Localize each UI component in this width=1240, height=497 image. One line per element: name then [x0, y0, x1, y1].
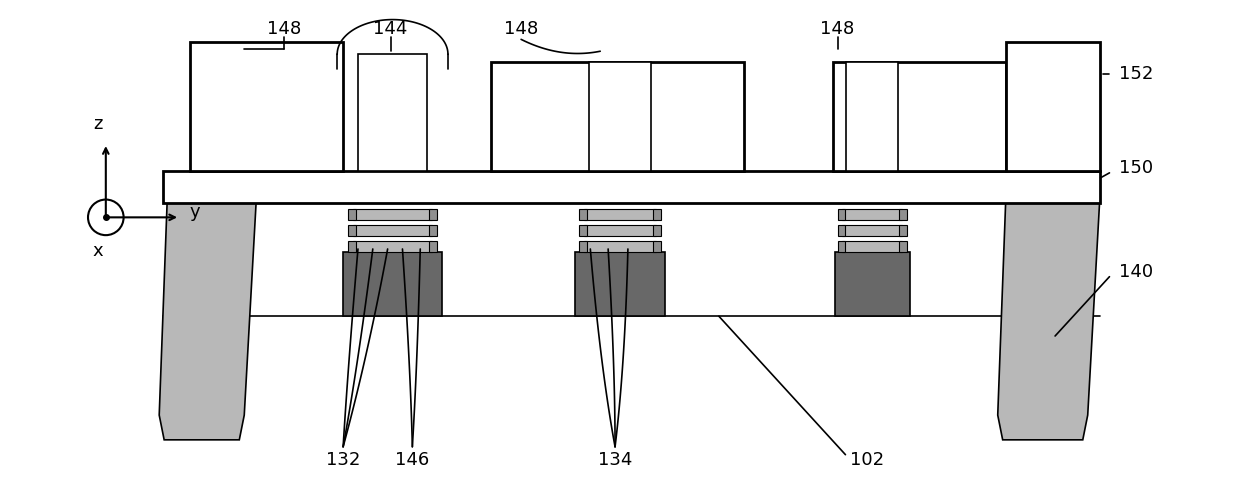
Text: 144: 144	[373, 20, 408, 38]
Bar	[584, 209, 656, 220]
Bar	[652, 241, 661, 252]
Bar	[1006, 42, 1100, 171]
Bar	[343, 252, 441, 316]
Bar	[574, 252, 666, 316]
Bar	[652, 209, 661, 220]
Text: 140: 140	[1120, 263, 1153, 281]
Bar	[835, 252, 910, 316]
Text: 148: 148	[503, 20, 538, 38]
Bar	[348, 209, 356, 220]
Bar	[429, 225, 436, 236]
Bar	[832, 62, 1006, 171]
Bar	[842, 225, 901, 236]
Bar	[847, 62, 898, 171]
Text: 152: 152	[1120, 65, 1153, 83]
Bar	[579, 209, 588, 220]
Bar	[190, 42, 343, 171]
Bar	[348, 225, 356, 236]
Bar	[429, 241, 436, 252]
Text: 102: 102	[851, 451, 884, 469]
Bar	[164, 171, 1100, 202]
Bar	[589, 62, 651, 171]
Bar	[899, 209, 906, 220]
Text: y: y	[190, 203, 201, 221]
Bar	[429, 209, 436, 220]
Text: x: x	[93, 242, 103, 260]
Bar	[579, 225, 588, 236]
Text: 134: 134	[598, 451, 632, 469]
Polygon shape	[159, 202, 257, 440]
Text: 148: 148	[267, 20, 301, 38]
Text: 132: 132	[326, 451, 361, 469]
Bar	[837, 225, 846, 236]
Bar	[348, 241, 356, 252]
Bar	[899, 241, 906, 252]
Bar	[491, 62, 744, 171]
Bar	[899, 225, 906, 236]
Text: 148: 148	[821, 20, 854, 38]
Bar	[584, 225, 656, 236]
Text: 146: 146	[396, 451, 429, 469]
Polygon shape	[998, 202, 1100, 440]
Bar	[353, 225, 432, 236]
Bar	[353, 209, 432, 220]
Bar	[584, 241, 656, 252]
Bar	[358, 54, 427, 171]
Bar	[353, 241, 432, 252]
Bar	[579, 241, 588, 252]
Bar	[842, 241, 901, 252]
Text: z: z	[93, 115, 103, 133]
Bar	[842, 209, 901, 220]
Text: 150: 150	[1120, 159, 1153, 177]
Bar	[652, 225, 661, 236]
Bar	[837, 209, 846, 220]
Bar	[837, 241, 846, 252]
